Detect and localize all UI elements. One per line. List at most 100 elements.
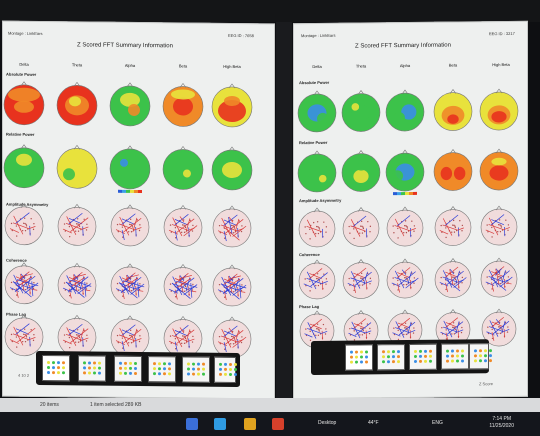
thumbnail-dot	[153, 362, 156, 366]
thumbnail-dot	[419, 354, 422, 358]
thumbnail-dot	[83, 366, 86, 370]
amplitude-asymmetry-map	[342, 207, 380, 247]
coherence-map	[57, 262, 97, 305]
app-icon-blue[interactable]	[186, 418, 198, 430]
phase-lag-map	[57, 314, 97, 357]
language-indicator[interactable]: ENG	[432, 420, 443, 426]
thumbnail-dot	[397, 355, 400, 359]
thumbnail-dot	[88, 371, 91, 375]
thumbnail-dot	[474, 354, 477, 358]
thumbnail-dot	[98, 366, 101, 370]
thumbnail-dot	[62, 366, 65, 370]
left-report-window: Montage : LinkEars EEG ID : 7658 Z Score…	[2, 20, 275, 400]
thumbnail-dot	[461, 349, 464, 353]
thumbnail-5[interactable]	[469, 343, 492, 370]
thumbnail-dot	[219, 367, 222, 371]
zscore-scale-swatch	[126, 189, 130, 193]
thumbnail-dot	[202, 372, 205, 376]
thumbnail-3[interactable]	[114, 355, 142, 383]
thumbnail-dot	[419, 359, 422, 363]
desktop-toolbar[interactable]: Desktop	[318, 420, 337, 426]
thumbnail-dot	[429, 349, 432, 353]
absolute-power-map	[3, 81, 45, 126]
thumbnail-dot	[229, 367, 232, 371]
thumbnail-dot	[414, 354, 417, 358]
thumbnail-dot	[484, 354, 487, 358]
thumbnail-1[interactable]	[345, 344, 373, 371]
thumbnail-1[interactable]	[42, 354, 70, 382]
zscore-scale-swatch	[138, 189, 142, 194]
relative-power-map	[433, 149, 473, 191]
thumbnail-2[interactable]	[377, 344, 405, 371]
thumbnail-dot	[229, 372, 232, 376]
amplitude-asymmetry-map	[298, 207, 336, 248]
coherence-map	[480, 257, 518, 298]
phase-lag-map	[435, 309, 471, 347]
explorer-status-bar: 20 items 1 item selected 289 KB	[0, 398, 540, 412]
thumbnail-dot	[187, 372, 190, 376]
app-icon-folder[interactable]	[244, 418, 256, 430]
thumbnail-dot	[47, 361, 50, 365]
phase-lag-map	[163, 315, 203, 358]
coherence-map	[342, 259, 380, 299]
thumbnail-dot	[93, 361, 96, 365]
thumbnail-2[interactable]	[78, 355, 106, 382]
thumbnail-dot	[153, 372, 156, 376]
thumbnail-strip[interactable]	[36, 350, 240, 388]
thumbnail-dot	[446, 349, 449, 353]
phase-lag-map	[387, 309, 423, 348]
thumbnail-dot	[234, 373, 237, 377]
thumbnail-dot	[129, 366, 132, 370]
footer-note: Z Score	[479, 381, 494, 387]
coherence-map	[4, 262, 44, 305]
amplitude-asymmetry-map	[57, 203, 97, 246]
thumbnail-dot	[365, 355, 368, 359]
phase-lag-map	[212, 316, 252, 359]
thumbnail-dot	[234, 363, 237, 367]
thumbnail-dot	[153, 367, 156, 371]
thumbnail-dot	[168, 362, 171, 366]
absolute-power-map	[297, 90, 337, 133]
coherence-map	[163, 263, 203, 306]
zscore-scale-swatch	[401, 192, 405, 196]
thumbnail-dot	[187, 362, 190, 366]
absolute-power-map	[433, 89, 473, 131]
window-gap	[276, 22, 292, 398]
thumbnail-6[interactable]	[214, 356, 237, 384]
system-clock[interactable]: 7:14 PM 11/25/2020	[489, 416, 514, 430]
thumbnail-dot	[224, 367, 227, 371]
zscore-scale-swatch	[413, 191, 417, 195]
zscore-scale-swatch	[122, 189, 126, 193]
thumbnail-dot	[392, 360, 395, 364]
thumbnail-dot	[397, 350, 400, 354]
zscore-scale-swatch	[393, 192, 397, 196]
thumbnail-dot	[419, 349, 422, 353]
thumbnail-3[interactable]	[409, 343, 437, 371]
thumbnail-dot	[163, 367, 166, 371]
zscore-scale-swatch	[409, 191, 413, 196]
thumbnail-dot	[387, 350, 390, 354]
thumbnail-4[interactable]	[441, 343, 469, 370]
thumbnail-dot	[355, 355, 358, 359]
thumbnail-dot	[134, 361, 137, 365]
weather-temperature[interactable]: 44°F	[368, 420, 379, 426]
thumbnail-dot	[489, 359, 492, 363]
absolute-power-map	[211, 83, 253, 128]
app-icon-red[interactable]	[272, 418, 284, 430]
coherence-map	[212, 264, 252, 307]
relative-power-map	[3, 144, 45, 189]
thumbnail-dot	[451, 359, 454, 363]
relative-power-map	[479, 148, 519, 191]
thumbnail-5[interactable]	[182, 356, 210, 383]
thumbnail-dot	[119, 371, 122, 375]
thumbnail-dot	[229, 362, 232, 366]
app-icon-edge[interactable]	[214, 418, 226, 430]
thumbnail-dot	[47, 366, 50, 370]
coherence-map	[434, 258, 472, 298]
thumbnail-strip[interactable]	[311, 339, 492, 376]
thumbnail-4[interactable]	[148, 356, 176, 383]
coherence-map	[110, 263, 150, 306]
thumbnail-dot	[355, 350, 358, 354]
thumbnail-dot	[134, 371, 137, 375]
amplitude-asymmetry-map	[480, 205, 518, 246]
